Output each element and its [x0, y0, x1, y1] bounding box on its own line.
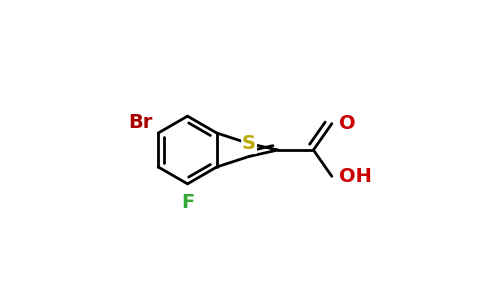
Text: O: O — [339, 114, 356, 133]
Text: OH: OH — [339, 167, 372, 186]
Text: S: S — [242, 134, 256, 153]
Text: F: F — [181, 194, 194, 212]
Text: Br: Br — [128, 113, 152, 132]
